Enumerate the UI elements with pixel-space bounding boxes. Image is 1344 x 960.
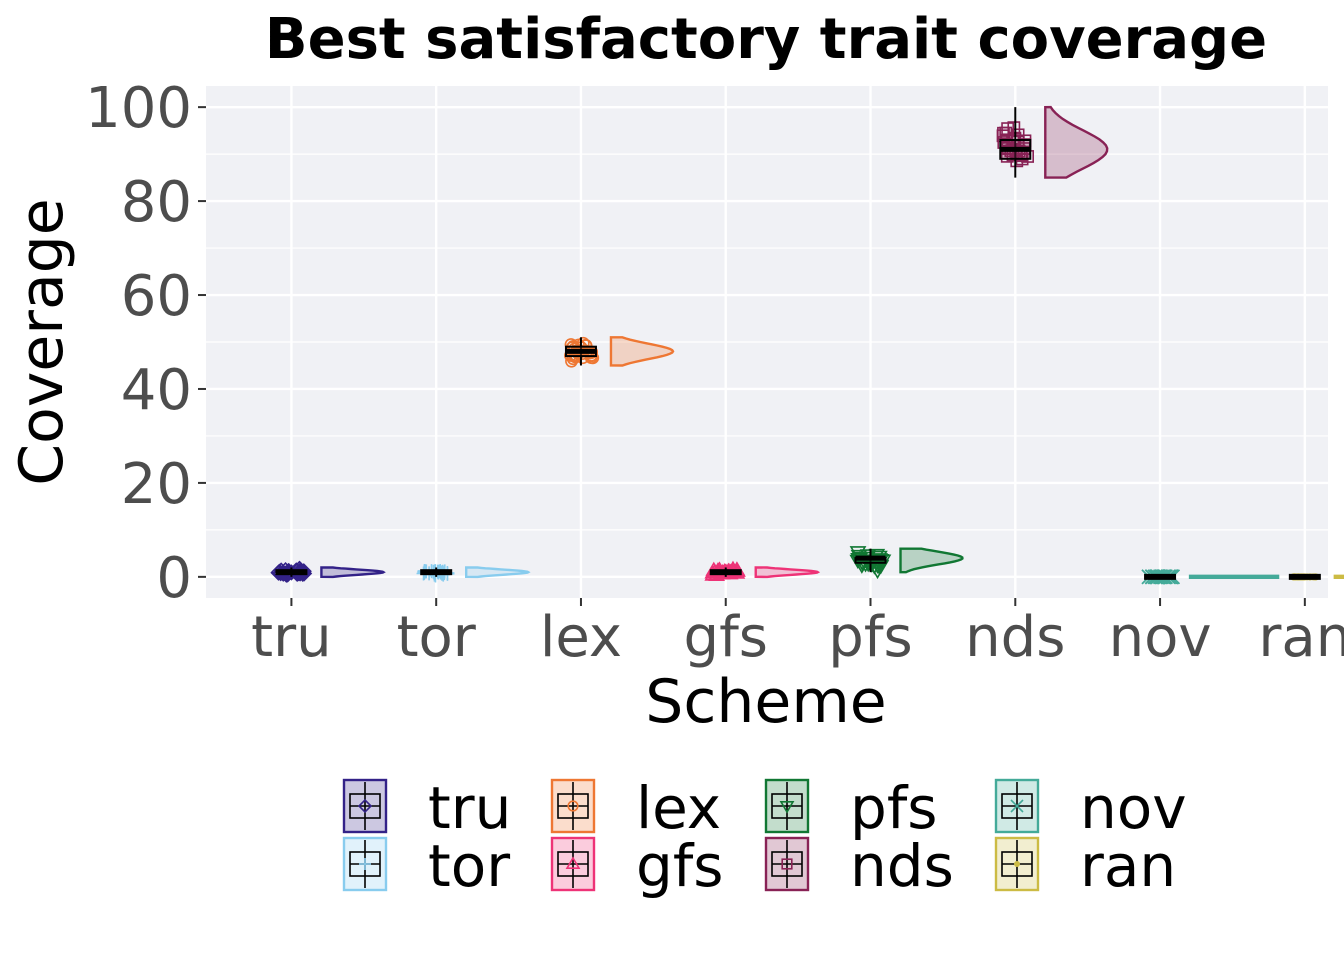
x-axis-title: Scheme — [645, 667, 886, 737]
x-tick-label: nov — [1109, 605, 1212, 670]
y-tick-label: 100 — [85, 76, 192, 141]
legend-label: tor — [428, 832, 510, 900]
legend-item-tor: tor — [344, 832, 510, 900]
x-tick-label: tor — [397, 605, 477, 670]
violin — [1335, 576, 1344, 578]
x-tick-label: tru — [251, 605, 331, 670]
x-tick-label: pfs — [828, 605, 912, 670]
y-tick-label: 60 — [121, 264, 192, 329]
y-tick-label: 80 — [121, 170, 192, 235]
legend-label: nds — [850, 832, 954, 900]
legend-label: gfs — [636, 832, 723, 900]
legend-key-marker — [1014, 861, 1020, 867]
legend-item-nds: nds — [766, 832, 954, 900]
legend-label: ran — [1080, 832, 1176, 900]
y-axis-title: Coverage — [7, 198, 77, 485]
x-tick-label: gfs — [684, 605, 768, 670]
legend-item-ran: ran — [996, 832, 1176, 900]
x-tick-label: ran — [1258, 605, 1344, 670]
legend-item-gfs: gfs — [552, 832, 723, 900]
chart-title: Best satisfactory trait coverage — [265, 7, 1267, 72]
x-tick-label: lex — [540, 605, 622, 670]
y-tick-label: 20 — [121, 452, 192, 517]
violin — [1190, 576, 1278, 578]
y-tick-label: 0 — [156, 546, 192, 611]
x-tick-label: nds — [965, 605, 1065, 670]
y-tick-label: 40 — [121, 358, 192, 423]
